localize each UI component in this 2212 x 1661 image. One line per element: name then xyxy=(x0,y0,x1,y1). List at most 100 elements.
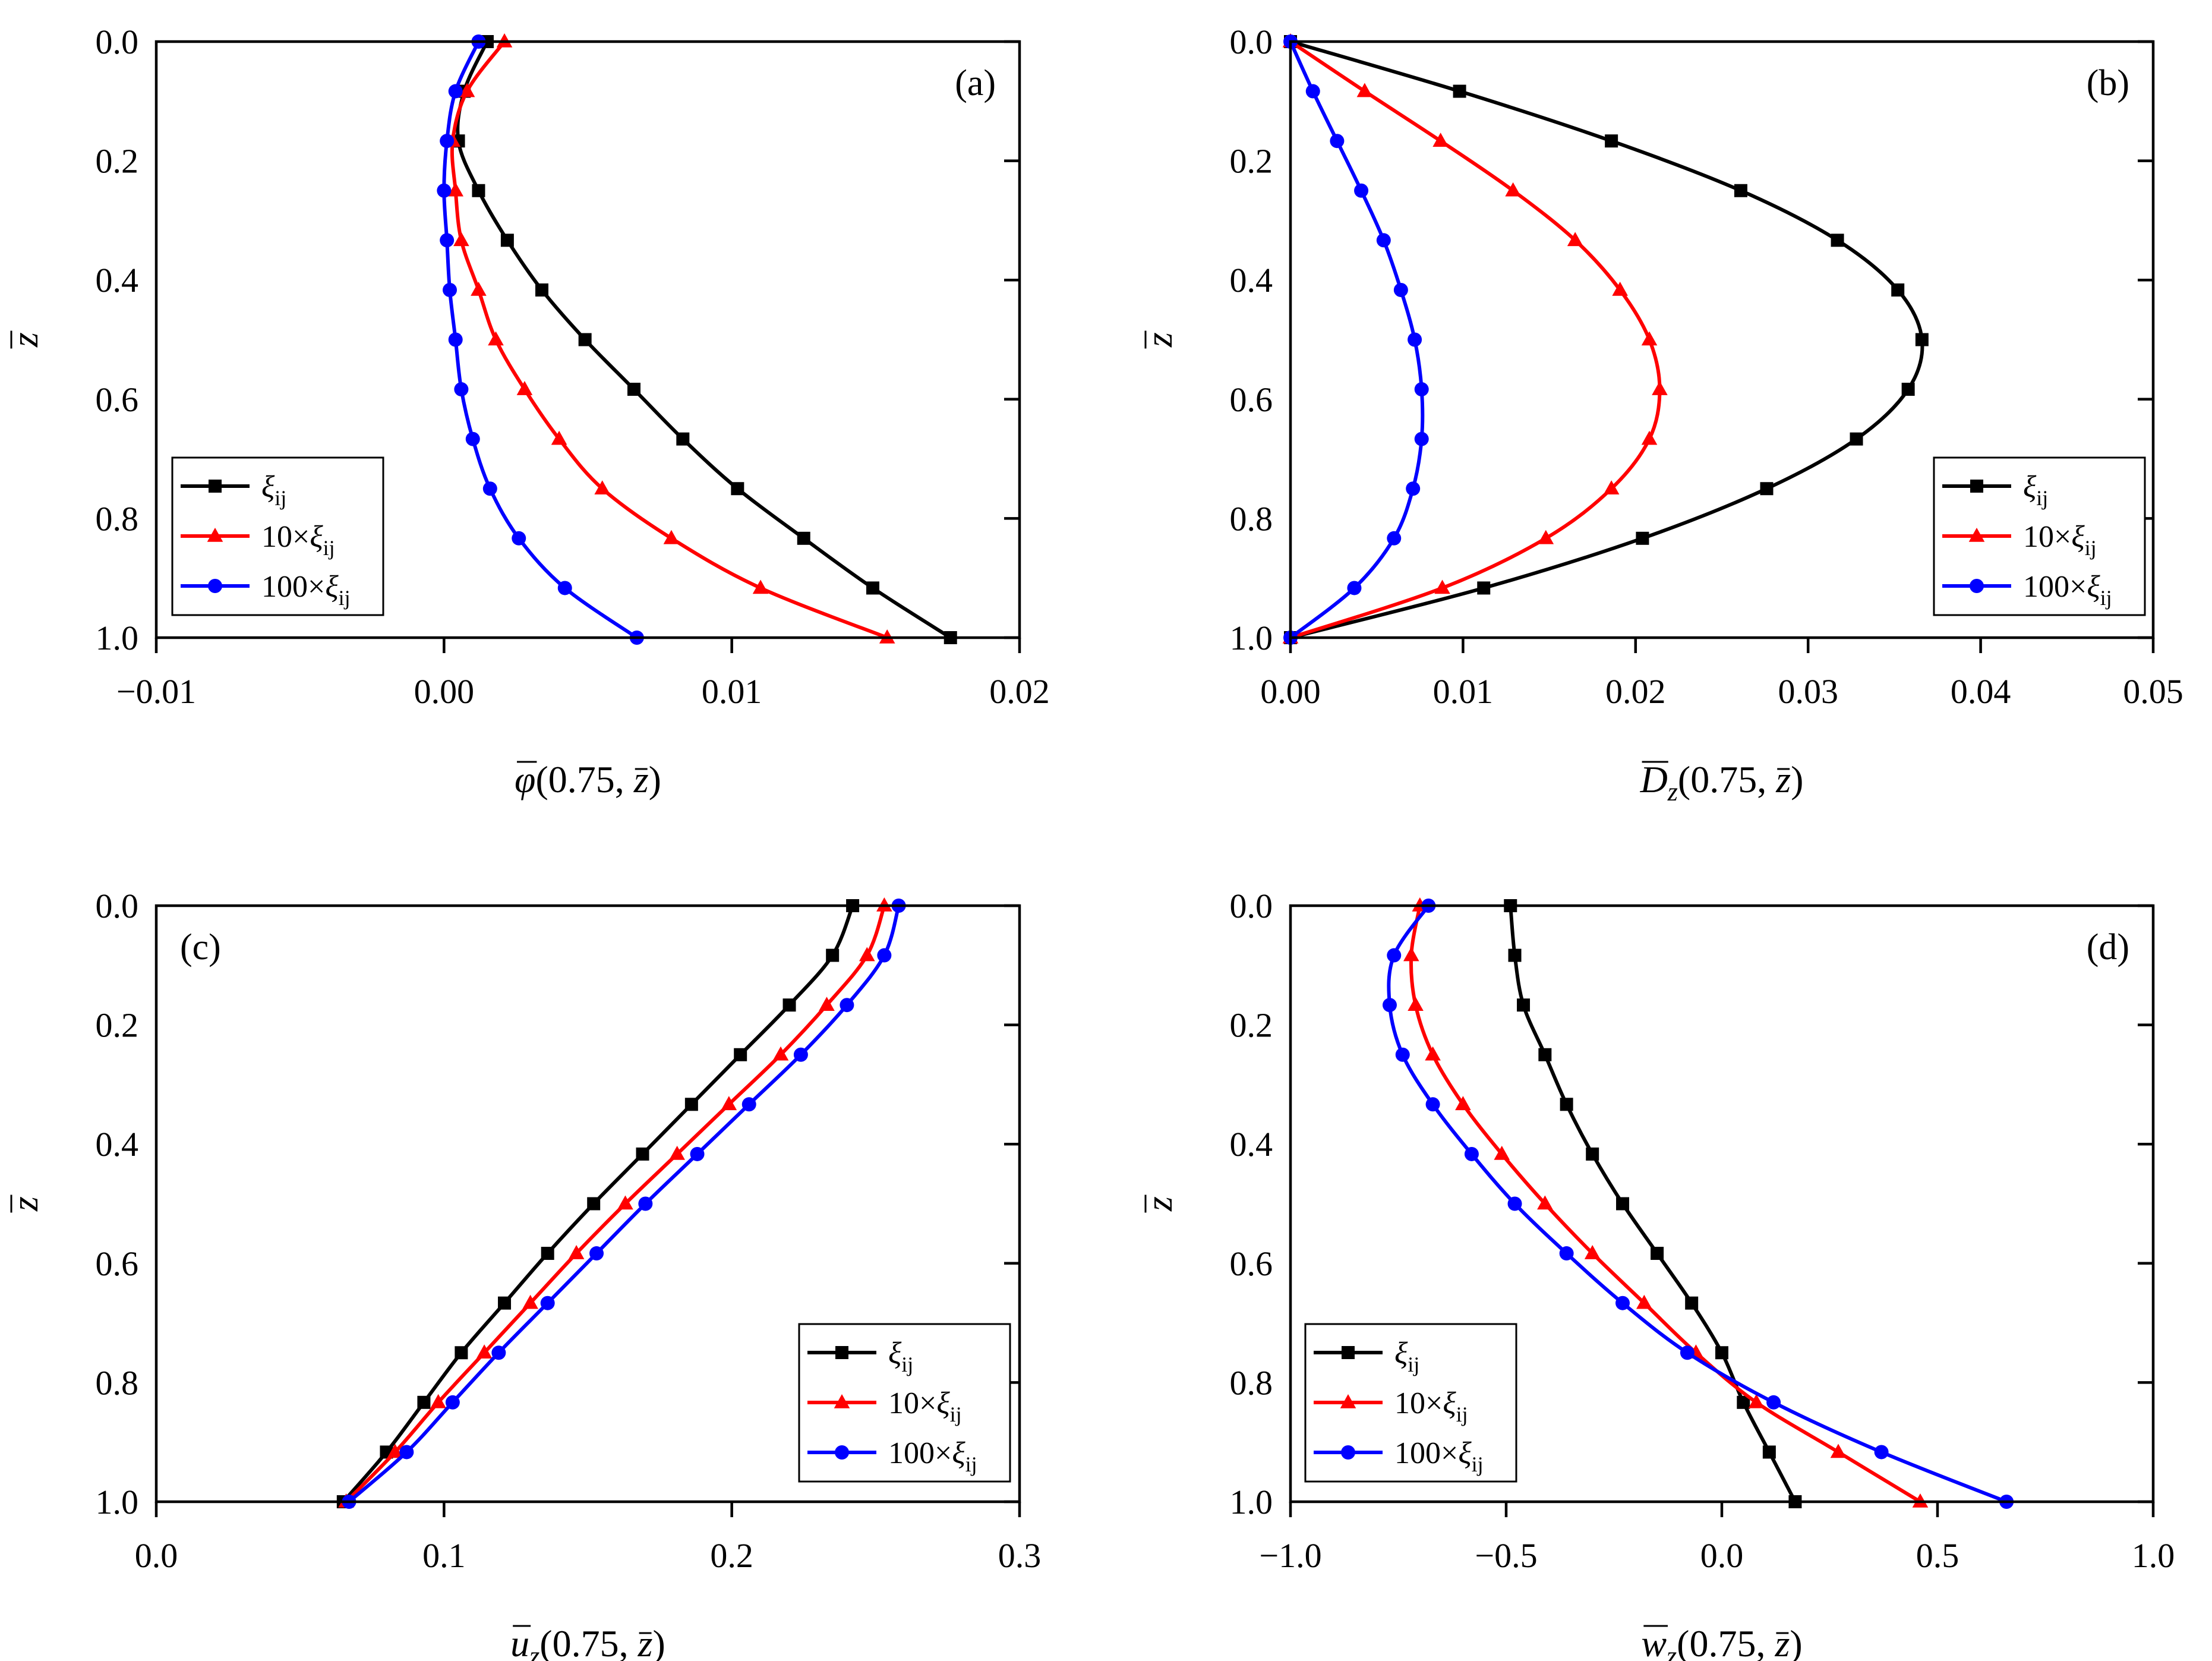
data-point-xi-7 xyxy=(1901,383,1915,396)
data-point-ten_xi-3 xyxy=(1505,182,1521,197)
x-axis-title-text: Dz(0.75, z) xyxy=(1640,758,1804,806)
data-point-xi-11 xyxy=(1762,1445,1776,1459)
y-tick-label: 0.0 xyxy=(96,887,139,925)
data-point-hundred_xi-8 xyxy=(1615,1296,1630,1310)
data-point-xi-4 xyxy=(500,234,514,247)
x-axis-title: wz(0.75, z) xyxy=(1641,1622,1802,1661)
legend: ξij 10×ξij 100×ξij xyxy=(798,1323,1011,1483)
y-tick-label: 0.4 xyxy=(1230,261,1273,300)
x-axis-title: φ(0.75, z) xyxy=(515,758,661,800)
data-point-xi-4 xyxy=(684,1098,698,1111)
legend-label-xi: ξij xyxy=(1394,1337,1419,1376)
data-point-ten_xi-4 xyxy=(1567,232,1583,247)
legend: ξij 10×ξij 100×ξij xyxy=(171,456,384,616)
data-point-hundred_xi-8 xyxy=(540,1296,555,1310)
data-point-xi-1 xyxy=(1508,948,1522,962)
x-tick-label: 0.01 xyxy=(702,672,762,711)
data-point-xi-5 xyxy=(1891,283,1905,297)
y-tick-label: 0.2 xyxy=(96,1006,139,1045)
data-point-ten_xi-2 xyxy=(819,997,835,1011)
data-point-xi-9 xyxy=(455,1346,468,1360)
y-tick-label: 0.6 xyxy=(1230,1244,1273,1283)
x-tick-label: 0.05 xyxy=(2123,672,2183,711)
data-point-xi-4 xyxy=(1831,234,1844,247)
data-point-xi-10 xyxy=(1636,531,1649,545)
y-tick-label: 0.6 xyxy=(96,380,139,419)
y-tick-label: 1.0 xyxy=(96,619,139,657)
data-point-hundred_xi-5 xyxy=(1393,282,1408,297)
data-point-ten_xi-1 xyxy=(1403,947,1419,962)
data-point-hundred_xi-9 xyxy=(1680,1345,1695,1360)
data-point-ten_xi-1 xyxy=(859,947,875,962)
data-point-ten_xi-6 xyxy=(1641,331,1658,346)
data-point-hundred_xi-1 xyxy=(877,948,892,963)
data-point-ten_xi-4 xyxy=(453,232,469,247)
data-point-xi-3 xyxy=(734,1048,747,1061)
x-tick-label: 0.00 xyxy=(414,672,475,711)
data-point-hundred_xi-2 xyxy=(1382,998,1397,1013)
data-point-hundred_xi-7 xyxy=(454,382,469,397)
data-point-ten_xi-11 xyxy=(752,579,769,594)
data-point-xi-2 xyxy=(1517,998,1531,1012)
y-axis-title: z xyxy=(1138,1194,1180,1213)
x-tick-label: 0.2 xyxy=(710,1536,753,1575)
data-point-hundred_xi-5 xyxy=(443,282,457,297)
y-tick-label: 1.0 xyxy=(1230,619,1273,657)
data-point-hundred_xi-3 xyxy=(793,1047,808,1062)
data-point-ten_xi-8 xyxy=(1636,1294,1652,1309)
data-point-ten_xi-11 xyxy=(1830,1443,1847,1458)
data-point-hundred_xi-2 xyxy=(1330,134,1345,149)
x-tick-label: −0.01 xyxy=(116,672,196,711)
data-point-hundred_xi-3 xyxy=(1395,1047,1410,1062)
x-tick-label: 1.0 xyxy=(2132,1536,2175,1575)
data-point-xi-10 xyxy=(1737,1395,1750,1409)
x-tick-label: 0.03 xyxy=(1778,672,1838,711)
data-point-xi-10 xyxy=(417,1395,431,1409)
data-point-xi-11 xyxy=(1477,581,1491,595)
data-point-ten_xi-1 xyxy=(459,83,475,97)
data-point-xi-5 xyxy=(636,1147,649,1161)
data-point-hundred_xi-8 xyxy=(1414,431,1429,446)
data-point-hundred_xi-1 xyxy=(448,84,463,99)
data-point-hundred_xi-6 xyxy=(1507,1196,1522,1211)
data-point-ten_xi-3 xyxy=(447,182,464,197)
data-point-hundred_xi-6 xyxy=(1408,332,1422,347)
data-point-ten_xi-10 xyxy=(1538,529,1554,544)
legend-marker-hundred_xi xyxy=(1341,1445,1355,1460)
legend-label-ten_xi: 10×ξij xyxy=(888,1386,962,1426)
data-point-hundred_xi-10 xyxy=(1766,1395,1781,1410)
data-point-xi-6 xyxy=(1616,1197,1630,1211)
plot-frame xyxy=(154,904,1021,1504)
x-tick-label: 0.0 xyxy=(1700,1536,1744,1575)
data-point-ten_xi-9 xyxy=(594,480,611,495)
panel-label: (d) xyxy=(2087,927,2129,967)
y-tick-label: 0.2 xyxy=(96,142,139,181)
legend-label-hundred_xi: 100×ξij xyxy=(888,1436,977,1476)
data-point-ten_xi-2 xyxy=(1432,133,1449,147)
y-axis-title: z xyxy=(4,330,46,349)
y-tick-label: 1.0 xyxy=(1230,1483,1273,1521)
y-tick-label: 0.4 xyxy=(96,1125,139,1164)
data-point-hundred_xi-10 xyxy=(512,531,526,546)
data-point-ten_xi-7 xyxy=(1652,381,1668,395)
legend-label-ten_xi: 10×ξij xyxy=(261,520,335,560)
legend: ξij 10×ξij 100×ξij xyxy=(1304,1323,1517,1483)
data-point-hundred_xi-1 xyxy=(1305,84,1320,99)
data-point-ten_xi-5 xyxy=(1612,281,1628,296)
data-point-xi-7 xyxy=(541,1247,554,1260)
data-point-ten_xi-8 xyxy=(1641,430,1658,445)
y-axis-title-text: z xyxy=(1138,332,1180,348)
data-point-xi-2 xyxy=(1605,134,1618,148)
x-tick-label: 0.1 xyxy=(422,1536,466,1575)
legend-marker-ten_xi xyxy=(1968,528,1985,542)
data-point-ten_xi-10 xyxy=(1748,1394,1765,1408)
y-axis-title-text: z xyxy=(1138,1196,1180,1212)
data-point-xi-3 xyxy=(472,184,485,197)
y-tick-label: 0.4 xyxy=(96,261,139,300)
legend-label-hundred_xi: 100×ξij xyxy=(1394,1436,1484,1476)
x-axis-title: uz(0.75, z) xyxy=(510,1622,665,1661)
x-tick-label: 0.3 xyxy=(998,1536,1042,1575)
data-point-hundred_xi-6 xyxy=(638,1196,653,1211)
y-tick-label: 1.0 xyxy=(96,1483,139,1521)
